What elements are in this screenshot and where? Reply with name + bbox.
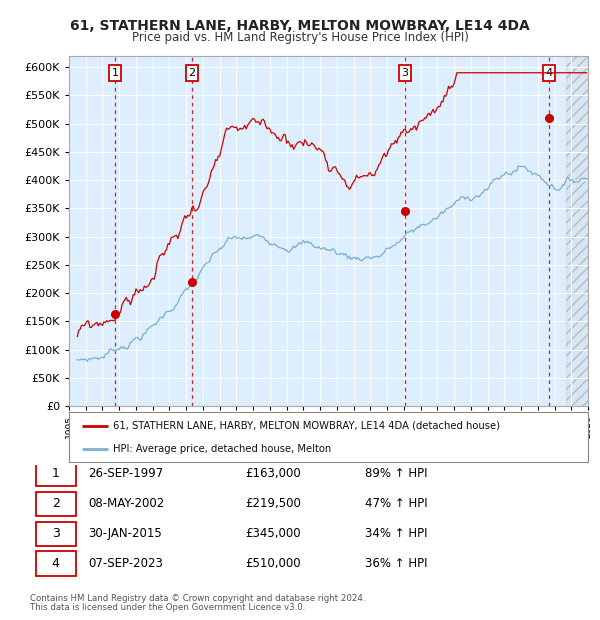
Text: 36% ↑ HPI: 36% ↑ HPI [365,557,427,570]
Text: HPI: Average price, detached house, Melton: HPI: Average price, detached house, Melt… [113,443,331,453]
Text: Price paid vs. HM Land Registry's House Price Index (HPI): Price paid vs. HM Land Registry's House … [131,31,469,44]
Text: 30-JAN-2015: 30-JAN-2015 [89,527,163,540]
Text: 08-MAY-2002: 08-MAY-2002 [89,497,165,510]
Bar [566,56,595,406]
Text: 3: 3 [401,68,409,78]
Text: 26-SEP-1997: 26-SEP-1997 [89,467,164,481]
Text: 1: 1 [52,467,59,481]
Text: 47% ↑ HPI: 47% ↑ HPI [365,497,427,510]
Text: 2: 2 [188,68,196,78]
Text: 3: 3 [52,527,59,540]
Text: £345,000: £345,000 [245,527,301,540]
FancyBboxPatch shape [35,551,76,575]
Text: 4: 4 [52,557,59,570]
Bar [566,56,595,406]
FancyBboxPatch shape [35,462,76,486]
FancyBboxPatch shape [35,492,76,516]
Text: 61, STATHERN LANE, HARBY, MELTON MOWBRAY, LE14 4DA (detached house): 61, STATHERN LANE, HARBY, MELTON MOWBRAY… [113,421,500,431]
Text: 1: 1 [112,68,119,78]
Text: £510,000: £510,000 [245,557,301,570]
Text: 89% ↑ HPI: 89% ↑ HPI [365,467,427,481]
FancyBboxPatch shape [35,521,76,546]
Text: Contains HM Land Registry data © Crown copyright and database right 2024.: Contains HM Land Registry data © Crown c… [30,595,365,603]
Text: 2: 2 [52,497,59,510]
Text: £163,000: £163,000 [245,467,301,481]
Text: £219,500: £219,500 [245,497,301,510]
Text: 4: 4 [545,68,553,78]
Text: This data is licensed under the Open Government Licence v3.0.: This data is licensed under the Open Gov… [30,603,305,612]
Text: 61, STATHERN LANE, HARBY, MELTON MOWBRAY, LE14 4DA: 61, STATHERN LANE, HARBY, MELTON MOWBRAY… [70,19,530,33]
Text: 34% ↑ HPI: 34% ↑ HPI [365,527,427,540]
Text: 07-SEP-2023: 07-SEP-2023 [89,557,163,570]
